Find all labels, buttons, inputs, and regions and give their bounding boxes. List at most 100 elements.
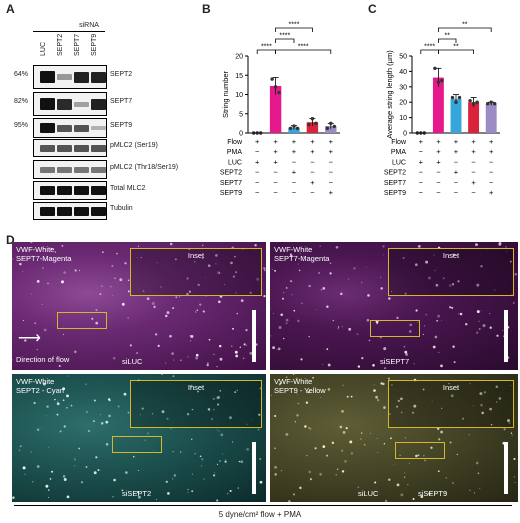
vwf-puncta <box>146 297 150 301</box>
vwf-puncta <box>186 292 189 296</box>
vwf-puncta <box>66 407 68 409</box>
vwf-puncta <box>140 256 142 259</box>
condition-symbol: − <box>489 168 494 177</box>
sample-label: siSEPT9 <box>418 489 448 498</box>
vwf-puncta <box>116 253 118 255</box>
blot-band <box>74 72 89 83</box>
vwf-puncta <box>274 269 277 272</box>
vwf-puncta <box>451 283 455 286</box>
vwf-puncta <box>475 243 478 246</box>
bar <box>485 103 497 133</box>
vwf-puncta <box>383 347 387 351</box>
vwf-puncta <box>357 365 361 368</box>
vwf-puncta <box>85 383 87 385</box>
vwf-puncta <box>70 404 73 407</box>
vwf-puncta <box>197 283 200 287</box>
roi-box <box>57 312 107 329</box>
vwf-puncta <box>226 492 229 495</box>
blot-band <box>57 167 72 173</box>
vwf-puncta <box>36 280 40 283</box>
vwf-puncta <box>480 265 483 268</box>
vwf-puncta <box>36 428 40 431</box>
vwf-puncta <box>173 359 175 361</box>
vwf-puncta <box>408 330 412 333</box>
vwf-puncta <box>187 491 189 493</box>
vwf-puncta <box>396 316 399 320</box>
significance-label: ** <box>453 44 459 51</box>
vwf-puncta <box>278 326 282 329</box>
vwf-puncta <box>368 339 371 342</box>
condition-label: SEPT7 <box>384 180 406 187</box>
significance-bracket <box>275 38 295 43</box>
condition-symbol: − <box>292 157 297 166</box>
vwf-puncta <box>22 466 26 470</box>
lane-label: SEPT9 <box>91 33 98 56</box>
inset-label: Inset <box>442 383 460 392</box>
stain-label: SEPT7-Magenta <box>274 254 330 263</box>
significance-bracket <box>256 49 276 54</box>
condition-symbol: + <box>329 147 334 156</box>
vwf-puncta <box>468 434 470 436</box>
bar <box>432 77 444 133</box>
blot-band <box>57 99 72 110</box>
vwf-puncta <box>161 374 163 376</box>
vwf-puncta <box>384 499 388 502</box>
vwf-puncta <box>214 472 215 473</box>
vwf-puncta <box>194 453 196 455</box>
vwf-puncta <box>166 417 169 420</box>
vwf-puncta <box>50 247 53 250</box>
significance-bracket <box>438 27 492 32</box>
vwf-puncta <box>56 413 59 416</box>
vwf-puncta <box>234 256 236 258</box>
vwf-puncta <box>407 483 409 486</box>
vwf-puncta <box>391 291 393 293</box>
vwf-puncta <box>350 395 353 398</box>
inset-label: Inset <box>442 251 460 260</box>
blot-band <box>40 167 55 173</box>
vwf-puncta <box>367 294 370 297</box>
bar <box>269 86 282 133</box>
vwf-puncta <box>138 495 141 499</box>
vwf-puncta <box>507 419 510 422</box>
vwf-puncta <box>245 344 247 346</box>
roi-box <box>395 442 445 459</box>
vwf-puncta <box>127 290 130 293</box>
vwf-puncta <box>296 393 298 395</box>
vwf-puncta <box>43 248 45 250</box>
condition-symbol: − <box>273 168 278 177</box>
vwf-puncta <box>356 333 359 336</box>
vwf-puncta <box>393 464 395 466</box>
vwf-puncta <box>476 283 480 287</box>
vwf-puncta <box>438 438 441 441</box>
vwf-puncta <box>129 344 133 347</box>
vwf-puncta <box>213 353 215 355</box>
vwf-puncta <box>153 449 155 451</box>
vwf-puncta <box>249 351 253 355</box>
data-point <box>489 100 493 104</box>
string-number-chart: 0 5 10 15 20 String number **** **** **** **** Flo… <box>200 14 370 229</box>
vwf-puncta <box>292 493 296 496</box>
vwf-puncta <box>348 327 352 331</box>
vwf-puncta <box>160 286 162 288</box>
vwf-puncta <box>259 458 262 460</box>
vwf-puncta <box>478 320 480 322</box>
vwf-puncta <box>62 333 65 336</box>
blot-band <box>40 71 55 83</box>
vwf-puncta <box>31 481 34 483</box>
vwf-puncta <box>505 250 508 252</box>
condition-symbol: − <box>255 168 260 177</box>
vwf-puncta <box>237 487 240 489</box>
condition-symbol: + <box>292 147 297 156</box>
vwf-puncta <box>201 465 203 467</box>
vwf-puncta <box>125 471 128 474</box>
vwf-puncta <box>246 423 248 425</box>
vwf-puncta <box>469 382 471 385</box>
y-tick-label: 40 <box>399 69 407 76</box>
vwf-puncta <box>179 296 180 298</box>
vwf-puncta <box>232 327 234 330</box>
vwf-puncta <box>45 415 47 416</box>
vwf-puncta <box>232 441 234 443</box>
vwf-puncta <box>33 401 36 405</box>
y-tick-label: 10 <box>399 115 407 122</box>
roi-box <box>112 436 162 453</box>
